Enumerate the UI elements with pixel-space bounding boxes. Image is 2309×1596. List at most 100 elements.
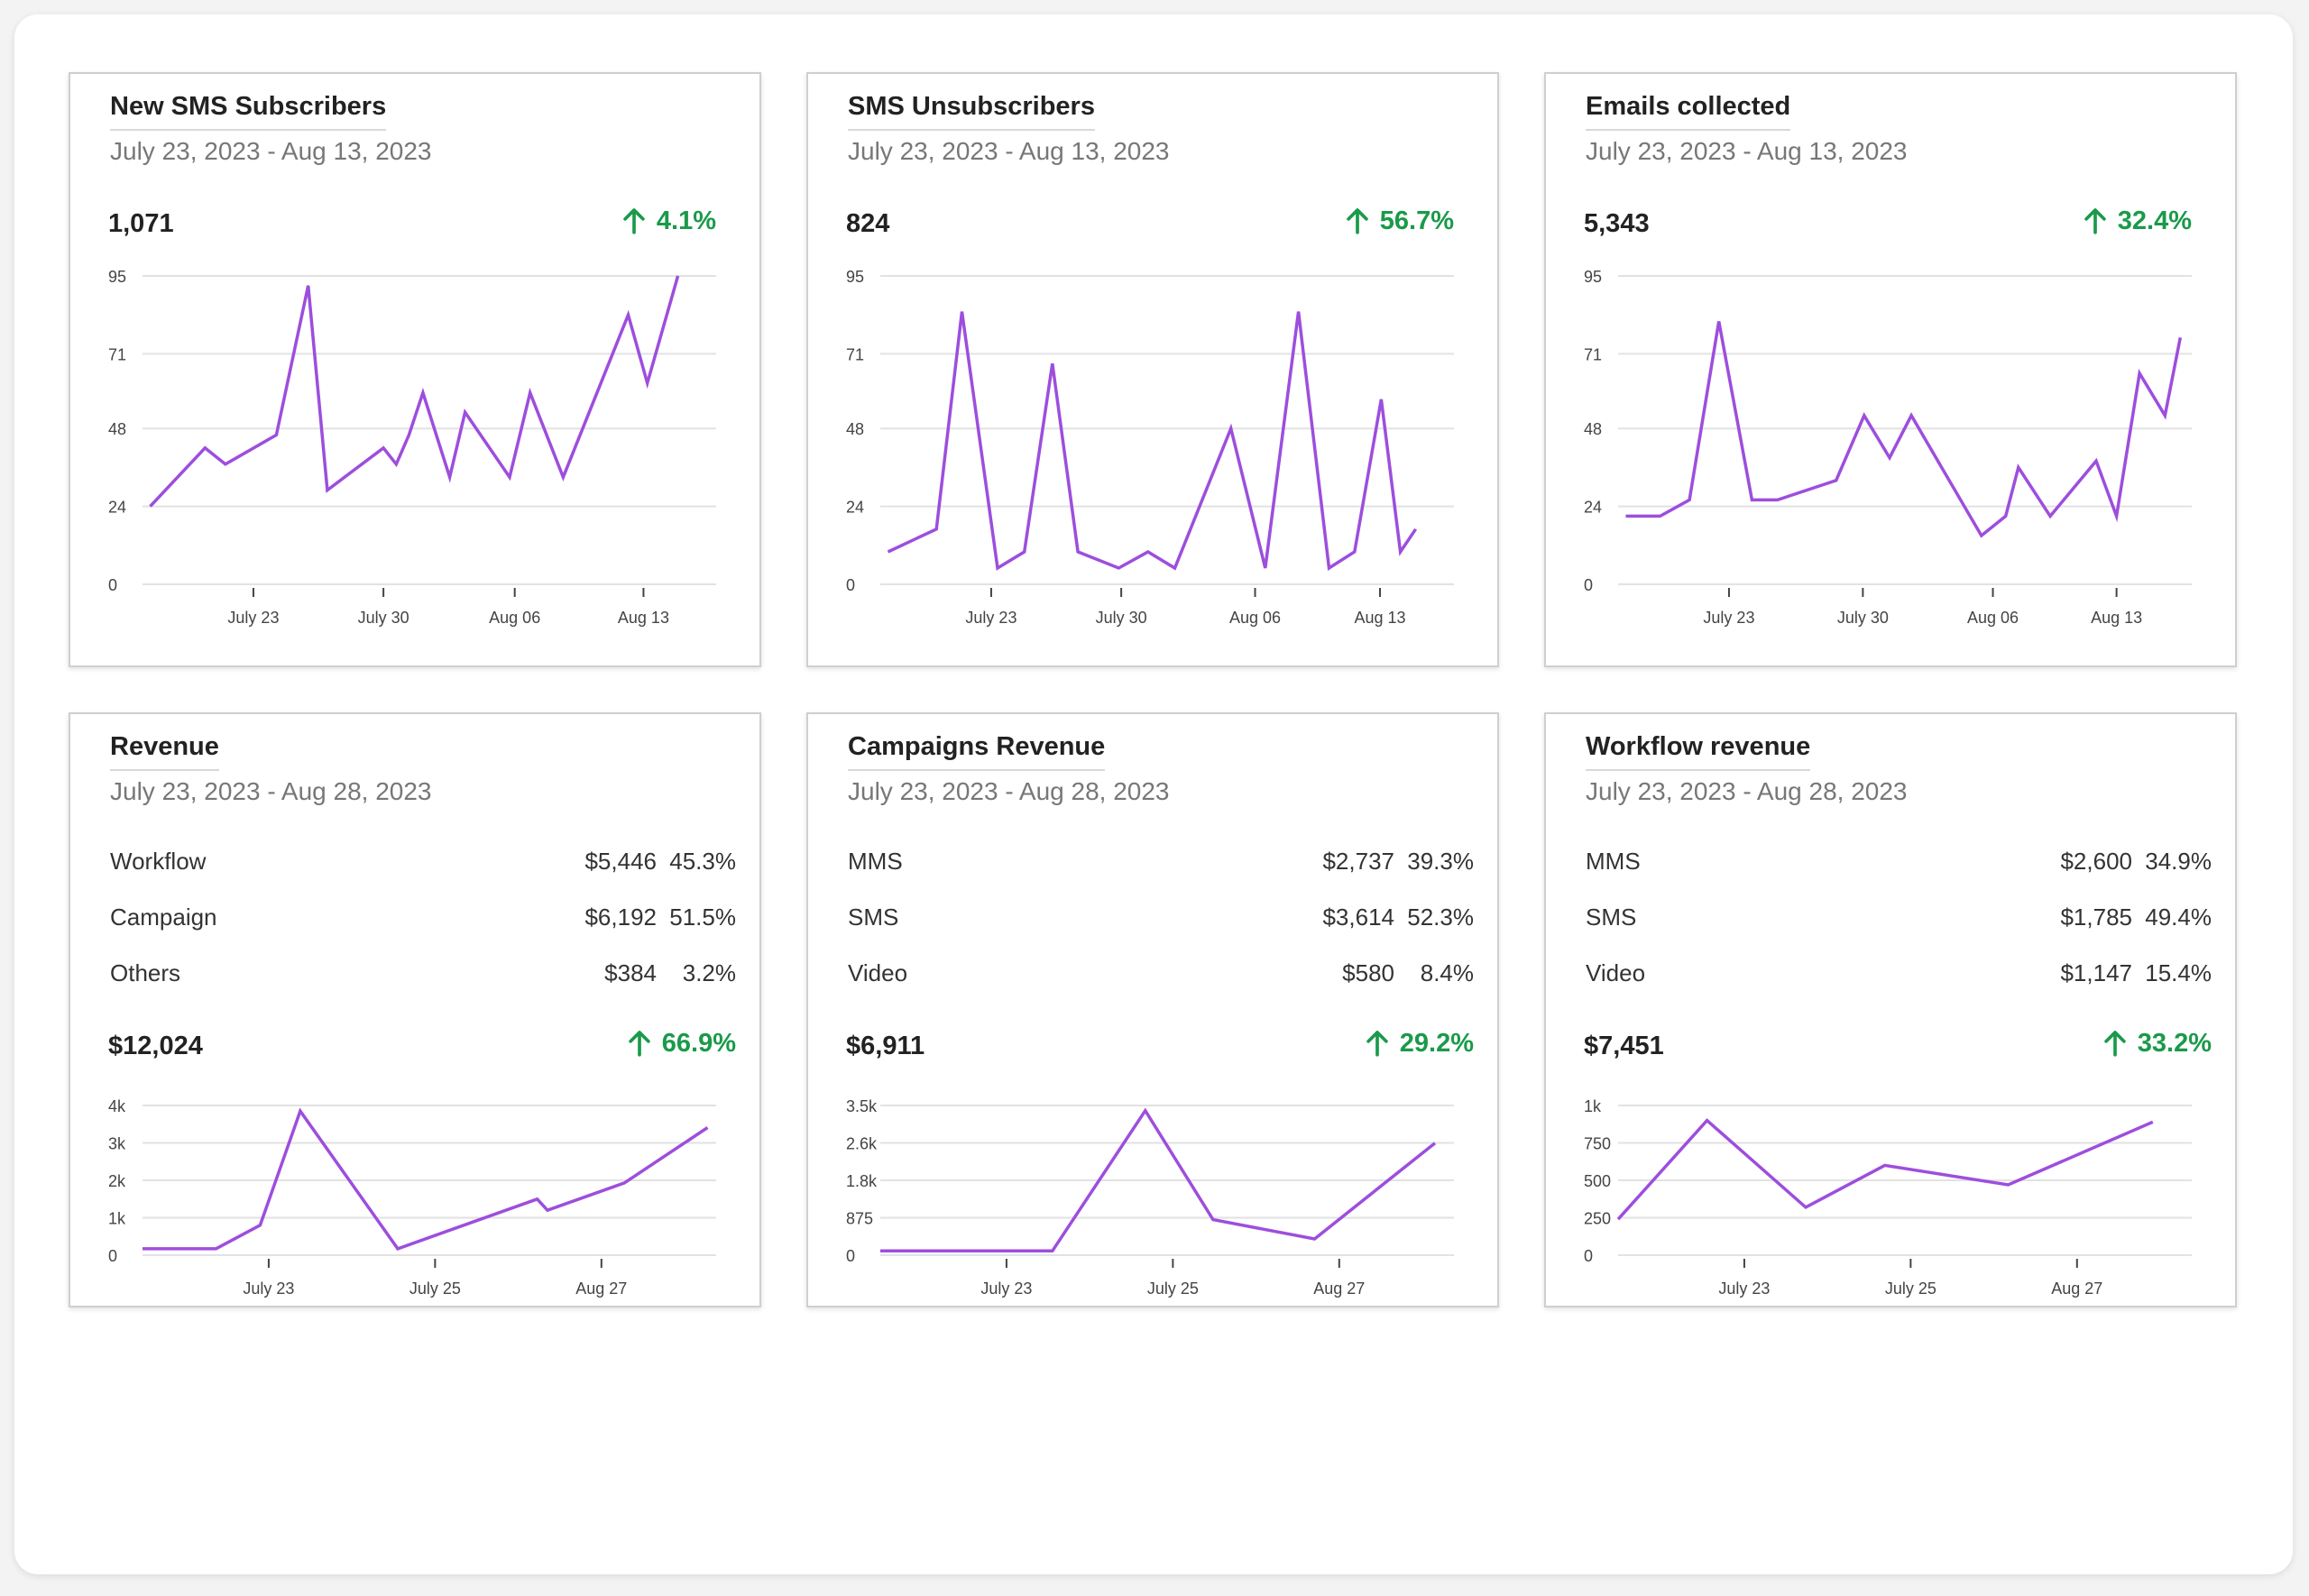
card-title: New SMS Subscribers <box>110 92 387 131</box>
breakdown-percent: 3.2% <box>682 959 736 986</box>
y-tick-label: 71 <box>846 345 864 363</box>
arrow-up-icon <box>2104 1031 2126 1057</box>
card-title: Campaigns Revenue <box>848 732 1106 771</box>
y-tick-label: 24 <box>1584 499 1602 517</box>
breakdown-amount: $5,446 <box>584 848 657 875</box>
date-range: July 23, 2023 - Aug 13, 2023 <box>1586 137 1908 165</box>
y-tick-label: 48 <box>846 420 864 438</box>
x-tick-label: July 23 <box>227 609 279 627</box>
x-tick-label: Aug 13 <box>1354 609 1405 627</box>
change-indicator: 4.1% <box>619 206 716 236</box>
y-tick-label: 0 <box>108 1247 117 1265</box>
breakdown-row: Video $1,147 15.4% <box>1586 959 2212 992</box>
card-campaigns-revenue: Campaigns Revenue July 23, 2023 - Aug 28… <box>806 712 1499 1307</box>
card-revenue: Revenue July 23, 2023 - Aug 28, 2023 Wor… <box>69 712 761 1307</box>
line-chart: 0 24 48 71 95 July 23 July 30 Aug 06 Aug 13 <box>846 268 1454 627</box>
y-tick-label: 0 <box>1584 576 1593 594</box>
total-value: $7,451 <box>1584 1032 1664 1060</box>
breakdown-amount: $3,614 <box>1322 903 1394 931</box>
y-tick-label: 0 <box>108 576 117 594</box>
total-value: $12,024 <box>108 1032 203 1060</box>
y-tick-label: 0 <box>846 1247 855 1265</box>
x-tick-label: Aug 06 <box>1229 609 1281 627</box>
breakdown-row: Campaign $6,192 51.5% <box>110 903 736 936</box>
card-new-sms-subscribers: New SMS Subscribers July 23, 2023 - Aug … <box>69 72 761 667</box>
x-tick-label: July 25 <box>409 1280 461 1298</box>
card-title: SMS Unsubscribers <box>848 92 1095 131</box>
x-tick-label: July 30 <box>1096 609 1147 627</box>
change-indicator: 56.7% <box>1342 206 1454 236</box>
series-line <box>143 1107 709 1251</box>
breakdown-amount: $6,192 <box>584 903 657 931</box>
x-tick-label: July 23 <box>243 1280 294 1298</box>
x-tick-label: Aug 13 <box>618 609 669 627</box>
y-tick-label: 3.5k <box>846 1097 878 1115</box>
date-range: July 23, 2023 - Aug 28, 2023 <box>848 777 1170 805</box>
x-tick-label: July 25 <box>1147 1280 1199 1298</box>
arrow-up-icon <box>2084 208 2106 234</box>
breakdown-label: Campaign <box>110 903 217 931</box>
arrow-up-icon <box>623 208 645 234</box>
total-value: 824 <box>846 209 890 238</box>
card-sms-unsubscribers: SMS Unsubscribers July 23, 2023 - Aug 13… <box>806 72 1499 667</box>
change-indicator: 33.2% <box>2100 1028 2212 1059</box>
card-emails-collected: Emails collected July 23, 2023 - Aug 13,… <box>1544 72 2237 667</box>
y-tick-label: 24 <box>108 499 126 517</box>
x-tick-label: July 25 <box>1885 1280 1936 1298</box>
y-tick-label: 0 <box>846 576 855 594</box>
change-indicator: 66.9% <box>624 1028 736 1059</box>
breakdown-row: Video $580 8.4% <box>848 959 1474 992</box>
breakdown-label: Video <box>848 959 908 986</box>
breakdown-row: SMS $1,785 49.4% <box>1586 903 2212 936</box>
breakdown-label: Others <box>110 959 181 986</box>
change-percent: 32.4% <box>2117 206 2192 235</box>
breakdown-amount: $2,737 <box>1322 848 1394 875</box>
date-range: July 23, 2023 - Aug 28, 2023 <box>110 777 432 805</box>
change-indicator: 32.4% <box>2080 206 2192 236</box>
breakdown-amount: $1,785 <box>2060 903 2132 931</box>
breakdown-row: MMS $2,600 34.9% <box>1586 848 2212 880</box>
x-tick-label: Aug 27 <box>1313 1280 1365 1298</box>
line-chart: 0 1k 2k 3k 4k July 23 July 25 Aug 27 <box>108 1097 716 1298</box>
breakdown-amount: $384 <box>604 959 657 986</box>
breakdown-label: Video <box>1586 959 1646 986</box>
y-tick-label: 48 <box>1584 420 1602 438</box>
breakdown-label: MMS <box>848 848 903 875</box>
breakdown-amount: $580 <box>1342 959 1394 986</box>
breakdown-label: MMS <box>1586 848 1641 875</box>
breakdown-row: Workflow $5,446 45.3% <box>110 848 736 880</box>
y-tick-label: 250 <box>1584 1210 1611 1228</box>
series-line <box>1616 1118 2154 1221</box>
change-percent: 56.7% <box>1379 206 1454 235</box>
series-line <box>880 1107 1437 1253</box>
line-chart: 0 875 1.8k 2.6k 3.5k July 23 July 25 Aug 27 <box>846 1097 1454 1298</box>
y-tick-label: 4k <box>108 1097 126 1115</box>
breakdown-percent: 49.4% <box>2145 903 2212 931</box>
y-tick-label: 1k <box>1584 1097 1602 1115</box>
breakdown-amount: $2,600 <box>2060 848 2132 875</box>
x-tick-label: July 23 <box>1703 609 1754 627</box>
breakdown-amount: $1,147 <box>2060 959 2132 986</box>
x-tick-label: Aug 06 <box>489 609 540 627</box>
total-value: 1,071 <box>108 209 174 238</box>
change-percent: 4.1% <box>656 206 716 235</box>
breakdown-percent: 45.3% <box>669 848 736 875</box>
x-tick-label: Aug 27 <box>575 1280 627 1298</box>
breakdown-row: MMS $2,737 39.3% <box>848 848 1474 880</box>
x-tick-label: July 30 <box>1837 609 1889 627</box>
y-tick-label: 1k <box>108 1210 126 1228</box>
line-chart: 0 24 48 71 95 July 23 July 30 Aug 06 Aug 13 <box>108 268 716 627</box>
line-chart: 0 250 500 750 1k July 23 July 25 Aug 27 <box>1584 1097 2192 1298</box>
y-tick-label: 24 <box>846 499 864 517</box>
x-tick-label: Aug 13 <box>2091 609 2142 627</box>
y-tick-label: 2.6k <box>846 1135 878 1153</box>
y-tick-label: 1.8k <box>846 1172 878 1190</box>
breakdown-percent: 39.3% <box>1407 848 1474 875</box>
y-tick-label: 71 <box>1584 345 1602 363</box>
breakdown-row: Others $384 3.2% <box>110 959 736 992</box>
y-tick-label: 95 <box>846 268 864 286</box>
breakdown-row: SMS $3,614 52.3% <box>848 903 1474 936</box>
y-tick-label: 48 <box>108 420 126 438</box>
y-tick-label: 750 <box>1584 1135 1611 1153</box>
y-tick-label: 3k <box>108 1135 126 1153</box>
